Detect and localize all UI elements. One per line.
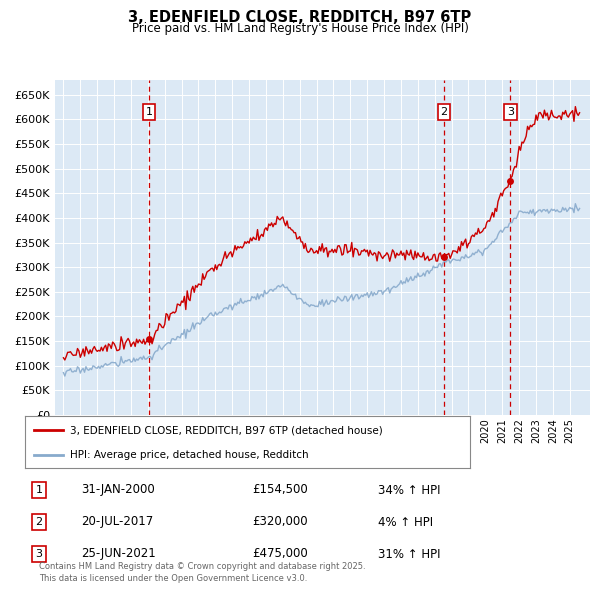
Text: 3: 3 xyxy=(507,107,514,117)
Text: 1: 1 xyxy=(146,107,152,117)
Text: 31-JAN-2000: 31-JAN-2000 xyxy=(81,483,155,497)
Text: 4% ↑ HPI: 4% ↑ HPI xyxy=(378,516,433,529)
Text: 34% ↑ HPI: 34% ↑ HPI xyxy=(378,483,440,497)
Text: 2: 2 xyxy=(440,107,448,117)
Text: HPI: Average price, detached house, Redditch: HPI: Average price, detached house, Redd… xyxy=(70,450,308,460)
Text: 3: 3 xyxy=(35,549,43,559)
Text: £320,000: £320,000 xyxy=(252,516,308,529)
Text: Price paid vs. HM Land Registry's House Price Index (HPI): Price paid vs. HM Land Registry's House … xyxy=(131,22,469,35)
Text: 20-JUL-2017: 20-JUL-2017 xyxy=(81,516,153,529)
Text: £475,000: £475,000 xyxy=(252,548,308,560)
Text: 3, EDENFIELD CLOSE, REDDITCH, B97 6TP: 3, EDENFIELD CLOSE, REDDITCH, B97 6TP xyxy=(128,10,472,25)
Text: 2: 2 xyxy=(35,517,43,527)
Text: Contains HM Land Registry data © Crown copyright and database right 2025.
This d: Contains HM Land Registry data © Crown c… xyxy=(39,562,365,583)
Text: 25-JUN-2021: 25-JUN-2021 xyxy=(81,548,156,560)
Text: 1: 1 xyxy=(35,485,43,495)
Text: 3, EDENFIELD CLOSE, REDDITCH, B97 6TP (detached house): 3, EDENFIELD CLOSE, REDDITCH, B97 6TP (d… xyxy=(70,425,382,435)
Text: 31% ↑ HPI: 31% ↑ HPI xyxy=(378,548,440,560)
Text: £154,500: £154,500 xyxy=(252,483,308,497)
